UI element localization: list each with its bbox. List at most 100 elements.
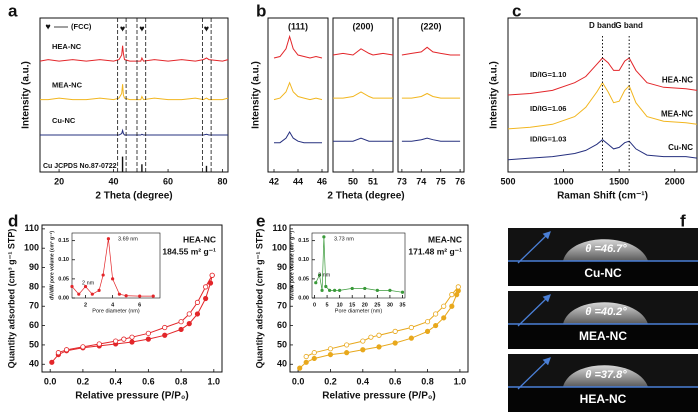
x-tick-label: 75 [436,176,446,186]
data-point [338,288,342,292]
series-line [401,92,461,99]
data-point [96,341,102,347]
substrate [508,387,698,412]
data-point [209,272,215,278]
data-point [303,353,309,360]
data-point [186,321,192,327]
x-tick-label: 15 [349,302,355,308]
data-point [360,347,366,353]
y-tick-label: 40 [277,359,287,369]
data-point [388,288,392,292]
contact-angle: θ =46.7° [585,243,627,255]
data-point [63,347,70,353]
panel-letter: f [680,211,686,230]
band-label: D band [589,21,616,30]
substrate [508,261,698,286]
series-line [274,131,322,144]
data-point [363,286,367,291]
y-axis-label: dV/dW pore volume (cm³ g⁻¹) [289,231,295,300]
data-point [449,292,455,298]
data-point [111,277,115,281]
data-point [162,324,168,331]
angle-arrow [517,231,551,264]
data-point [90,292,94,296]
data-point [70,284,74,289]
y-axis-label: Quantity adsorbed (cm³ g⁻¹ STP) [6,229,16,369]
ratio-label: ID/IG=1.03 [530,135,566,144]
data-point [124,294,128,298]
series-label: HEA-NC [52,42,82,51]
reference-label: Cu JCPDS No.87-0722 [43,163,117,170]
y-tick-label: 0.05 [58,276,69,282]
plot-frame [71,232,161,299]
data-point [375,288,379,292]
sample-name: Cu-NC [584,266,622,280]
data-point [376,344,382,350]
plot-frame [39,17,229,173]
x-tick-label: 73 [397,176,407,186]
y-axis-label: Intensity (a.u.) [21,61,32,129]
y-tick-label: 70 [277,301,287,311]
x-tick-label: 6 [138,302,141,308]
x-tick-label: 1500 [609,176,629,186]
data-point [441,315,447,321]
sample-name: HEA-NC [580,392,627,406]
data-point [311,350,317,356]
x-tick-label: 40 [109,176,119,186]
series-line [333,137,393,142]
data-point [203,295,209,302]
x-tick-label: 44 [293,176,303,186]
plot-frame [332,17,394,173]
series-label: Cu-NC [668,143,693,152]
x-axis-label: Relative pressure (P/P₀) [322,391,435,402]
data-point [138,294,142,298]
y-tick-label: 0.10 [298,257,309,263]
droplet [563,302,648,324]
angle-arrow [517,357,551,390]
band-label: G band [615,21,643,30]
data-point [178,319,184,325]
series-line [507,81,698,130]
data-point [360,338,366,344]
y-tick-label: 60 [277,320,287,330]
x-tick-label: 60 [163,176,173,186]
x-tick-label: 0.4 [109,376,122,386]
data-point [129,339,135,345]
x-tick-label: 10 [337,302,343,308]
contact-angle: θ =40.2° [585,306,627,318]
data-point [145,336,151,342]
y-tick-label: 0.10 [58,257,69,263]
data-point [162,332,168,338]
data-point [324,284,328,289]
data-point [178,326,184,333]
series-line [40,84,229,101]
y-tick-label: 90 [29,262,39,272]
subplot-title: (111) [288,21,308,31]
data-point [145,330,151,336]
data-point [392,340,398,346]
data-point [327,351,334,358]
data-point [117,292,121,296]
series-line [273,34,323,59]
x-axis-label: Relative pressure (P/P₀) [75,391,188,402]
peak-symbol: ♥ [139,23,144,33]
x-tick-label: 76 [455,176,465,186]
data-point [303,359,309,365]
annotation: 171.48 m² g⁻¹ [408,246,462,256]
panel-letter: a [8,1,18,20]
droplet [563,239,648,261]
y-tick-label: 50 [29,339,39,349]
data-point [311,355,317,362]
data-point [101,273,105,277]
data-point [368,334,374,340]
y-tick-label: 80 [29,281,39,291]
data-point [186,311,192,317]
data-point [194,311,201,317]
sample-name: MEA-NC [579,329,627,343]
inset-peak-label: 3.73 nm [334,236,354,242]
x-tick-label: 30 [387,302,393,308]
annotation: HEA-NC [183,234,216,244]
data-point [297,365,303,371]
y-tick-label: 70 [29,301,39,311]
